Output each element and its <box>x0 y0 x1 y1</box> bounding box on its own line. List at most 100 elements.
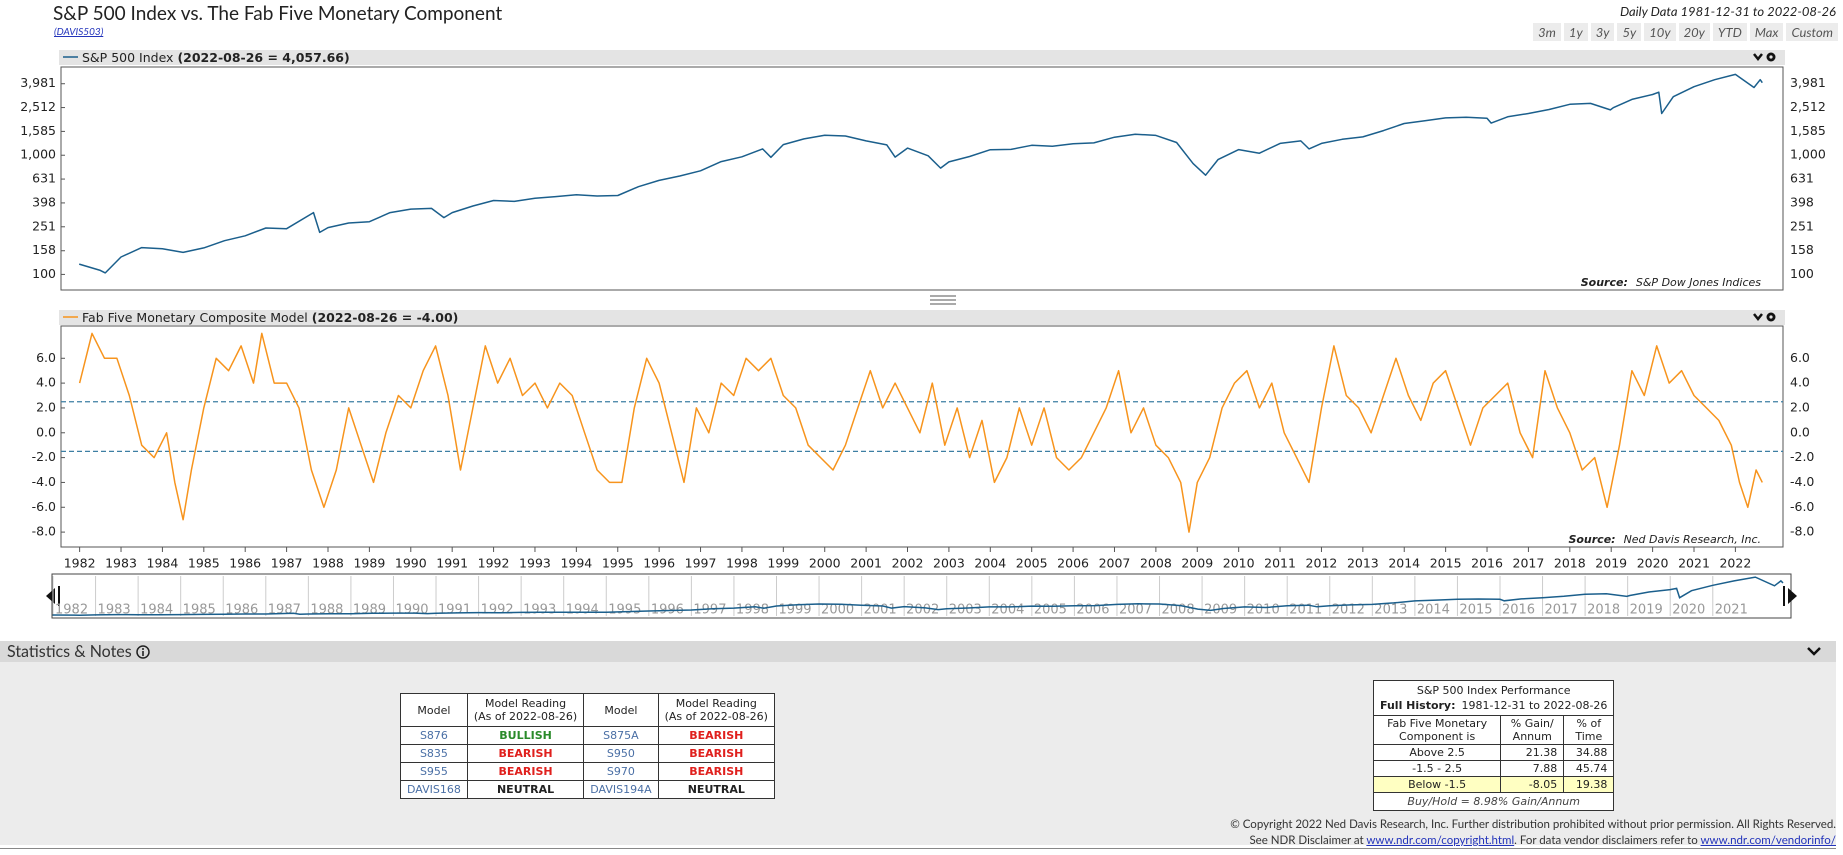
perf-footer: Buy/Hold = 8.98% Gain/Annum <box>1372 792 1615 811</box>
header-text: Time <box>1575 730 1603 743</box>
collapse-icon[interactable] <box>1806 645 1822 659</box>
x-tick-label: 2008 <box>1140 556 1172 571</box>
range-button[interactable]: Custom <box>1786 23 1838 41</box>
navigator-handle[interactable] <box>1783 586 1797 606</box>
x-tick-label: 2005 <box>1016 556 1048 571</box>
source-name: Ned Davis Research, Inc. <box>1624 533 1761 546</box>
y-tick-label-right: 1,585 <box>1790 123 1826 138</box>
x-tick-label: 1990 <box>395 556 427 571</box>
series-line <box>78 73 1763 274</box>
x-tick-label: 1986 <box>229 556 261 571</box>
header-text: (As of 2022-08-26) <box>664 710 768 723</box>
range-button[interactable]: 10y <box>1644 23 1676 41</box>
cell: 7.88 <box>1500 760 1565 777</box>
x-tick-label: 2007 <box>1099 556 1131 571</box>
navigator-tick-label: 1992 <box>481 603 514 618</box>
cell: 45.74 <box>1563 760 1615 777</box>
y-tick-label-right: 2.0 <box>1790 399 1810 414</box>
x-tick-label: 1999 <box>767 556 799 571</box>
navigator-tick-label: 1989 <box>353 603 386 618</box>
model[interactable]: S955 <box>400 762 468 781</box>
y-tick-label: -4.0 <box>32 474 56 489</box>
source: Source: S&P Dow Jones Indices <box>1581 276 1762 289</box>
navigator-tick-label: 1997 <box>693 603 726 618</box>
y-tick-label-right: 100 <box>1790 266 1814 281</box>
y-tick-label: -2.0 <box>32 449 56 464</box>
code-link[interactable]: (DAVIS503) <box>54 26 104 38</box>
range-button[interactable]: 5y <box>1617 23 1642 41</box>
chart-controls[interactable] <box>1753 312 1776 322</box>
navigator-tick-label: 2007 <box>1119 603 1152 618</box>
x-tick-label: 2013 <box>1347 556 1379 571</box>
model[interactable]: S970 <box>583 762 659 781</box>
navigator-tick-label: 2004 <box>991 603 1024 618</box>
navigator-tick-label: 1988 <box>310 603 343 618</box>
model[interactable]: DAVIS194A <box>583 780 659 799</box>
x-tick-label: 1982 <box>64 556 96 571</box>
x-tick-label: 2014 <box>1388 556 1420 571</box>
legend-value: (2022-08-26 = -4.00) <box>312 310 459 325</box>
range-button[interactable]: 3y <box>1590 23 1615 41</box>
notes-bar[interactable] <box>0 641 1836 662</box>
range-button[interactable]: YTD <box>1712 23 1747 41</box>
model[interactable]: S835 <box>400 744 468 763</box>
history-row: Full History: 1981-12-31 to 2022-08-26 <box>1372 698 1615 716</box>
navigator-frame <box>51 573 1792 619</box>
chart-controls[interactable] <box>1753 52 1776 62</box>
model[interactable]: S950 <box>583 744 659 763</box>
x-tick-label: 1995 <box>602 556 634 571</box>
row: S876 BULLISH S875A BEARISH <box>400 726 775 745</box>
y-tick-label: 100 <box>32 266 56 281</box>
header-cell: Model Reading (As of 2022-08-26) <box>466 693 585 727</box>
info-icon[interactable] <box>136 645 150 659</box>
y-tick-label: 4.0 <box>36 375 56 390</box>
y-tick-label-right: 251 <box>1790 218 1814 233</box>
x-tick-label: 2021 <box>1678 556 1710 571</box>
range-button[interactable]: 3m <box>1533 23 1561 41</box>
model[interactable]: DAVIS168 <box>400 780 468 799</box>
disclaimer-link[interactable]: www.ndr.com/copyright.html <box>1366 834 1515 847</box>
y-tick-label-right: 6.0 <box>1790 350 1810 365</box>
navigator-tick-label: 2014 <box>1417 603 1450 618</box>
y-tick-label: -8.0 <box>32 524 56 539</box>
chart-header <box>59 310 1785 325</box>
navigator-tick-label: 2009 <box>1204 603 1237 618</box>
navigator-tick-label: 2003 <box>949 603 982 618</box>
source-label: Source: <box>1581 276 1628 289</box>
model[interactable]: S876 <box>400 726 468 745</box>
x-tick-label: 2002 <box>892 556 924 571</box>
navigator-tick-label: 1986 <box>225 603 258 618</box>
x-tick-label: 1984 <box>147 556 179 571</box>
y-tick-label: 2,512 <box>20 99 56 114</box>
header-text: Model Reading <box>675 697 757 710</box>
navigator-tick-label: 1994 <box>566 603 599 618</box>
x-tick-label: 2006 <box>1057 556 1089 571</box>
navigator-tick-label: 2002 <box>906 603 939 618</box>
vendor-link[interactable]: www.ndr.com/vendorinfo/ <box>1700 834 1837 847</box>
range-button[interactable]: 20y <box>1678 23 1710 41</box>
x-tick-label: 2015 <box>1430 556 1462 571</box>
legend-label: Fab Five Monetary Composite Model (2022-0… <box>82 310 458 325</box>
x-tick-label: 2010 <box>1223 556 1255 571</box>
navigator-tick-label: 1987 <box>268 603 301 618</box>
range-button[interactable]: Max <box>1749 23 1784 41</box>
source: Source: Ned Davis Research, Inc. <box>1568 533 1761 546</box>
y-tick-label-right: 158 <box>1790 242 1814 257</box>
x-tick-label: 2019 <box>1595 556 1627 571</box>
x-tick-label: 2020 <box>1637 556 1669 571</box>
x-tick-label: 2018 <box>1554 556 1586 571</box>
header-text: % of <box>1576 717 1602 730</box>
cell: Below -1.5 <box>1372 776 1502 793</box>
y-tick-label: 6.0 <box>36 350 56 365</box>
divider-icon[interactable] <box>930 295 956 305</box>
notes-title[interactable]: Statistics & Notes <box>7 641 150 662</box>
row: S835 BEARISH S950 BEARISH <box>400 744 775 763</box>
range-button[interactable]: 1y <box>1563 23 1588 41</box>
copyright: © Copyright 2022 Ned Davis Research, Inc… <box>1230 818 1836 831</box>
header-text: Model <box>417 703 451 717</box>
x-tick-label: 2003 <box>933 556 965 571</box>
model[interactable]: S875A <box>583 726 659 745</box>
header-cell: Model Reading (As of 2022-08-26) <box>657 693 775 727</box>
x-tick-label: 2022 <box>1719 556 1751 571</box>
x-tick-label: 2004 <box>974 556 1006 571</box>
